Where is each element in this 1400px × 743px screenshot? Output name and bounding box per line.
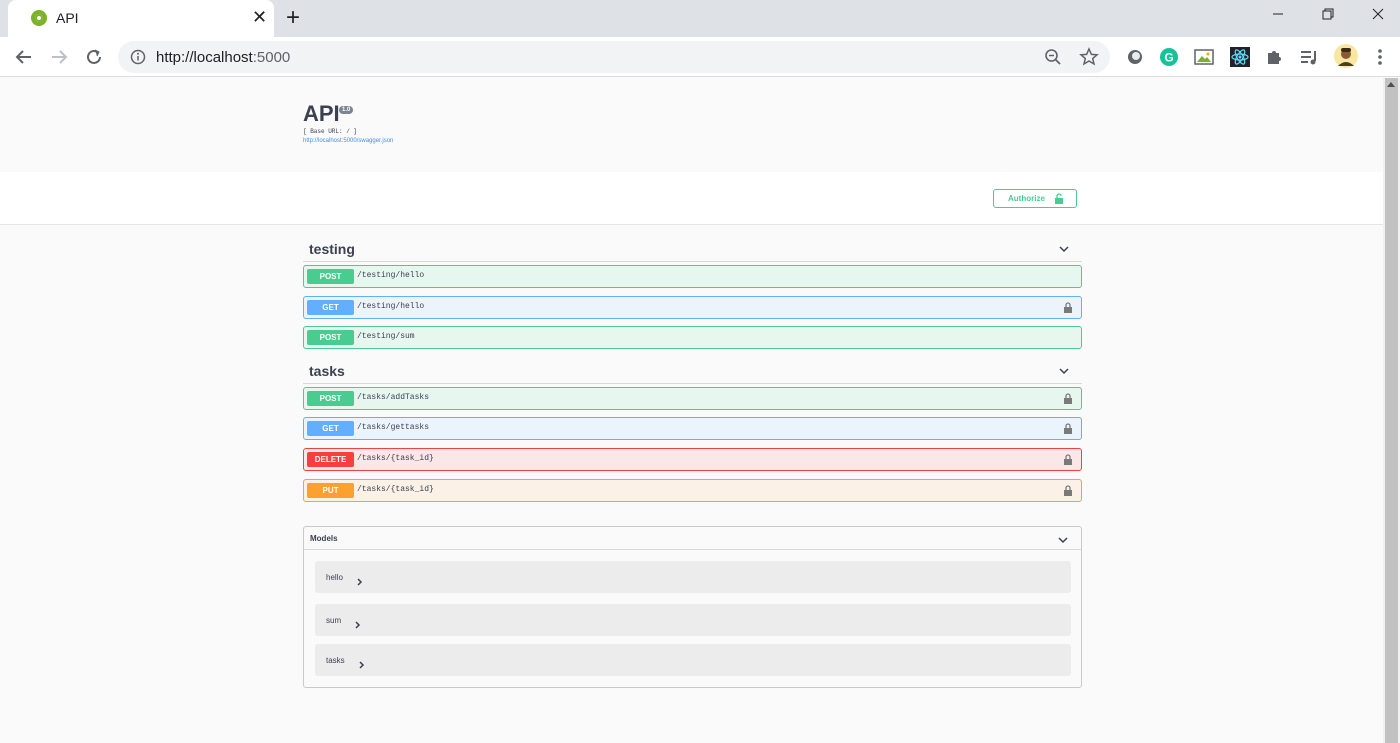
browser-menu-icon[interactable] xyxy=(1370,47,1390,67)
restore-window-icon[interactable] xyxy=(1308,4,1348,28)
close-window-icon[interactable] xyxy=(1358,4,1398,28)
minimize-window-icon[interactable] xyxy=(1258,4,1298,28)
base-url: [ Base URL: / ] xyxy=(303,128,358,135)
url-host: http://localhost xyxy=(156,49,253,66)
operation-path: /tasks/gettasks xyxy=(357,423,430,432)
operation-path: /testing/hello xyxy=(357,271,425,280)
scrollbar-thumb[interactable] xyxy=(1385,78,1398,743)
forward-arrow-icon[interactable] xyxy=(43,41,75,73)
model-name: sum xyxy=(326,616,342,625)
tag-section-tasks[interactable]: tasks xyxy=(303,358,1082,384)
zoom-out-icon[interactable] xyxy=(1044,48,1062,71)
tab-strip: API ✕ + xyxy=(0,0,1400,37)
lock-icon[interactable] xyxy=(1063,453,1073,471)
grammarly-icon[interactable]: G xyxy=(1159,47,1179,67)
extension-circle-icon[interactable] xyxy=(1125,47,1145,67)
operation-get-tasks-gettasks[interactable]: GET /tasks/gettasks xyxy=(303,417,1082,440)
version-badge: 1.0 xyxy=(339,106,354,114)
chevron-down-icon[interactable] xyxy=(1058,364,1070,382)
chevron-down-icon[interactable] xyxy=(1057,533,1069,551)
chevron-down-icon[interactable] xyxy=(1058,242,1070,260)
site-info-icon[interactable] xyxy=(130,49,146,65)
method-badge: DELETE xyxy=(307,452,354,467)
media-control-icon[interactable] xyxy=(1299,47,1319,67)
lock-icon[interactable] xyxy=(1063,392,1073,410)
swagger-json-link[interactable]: http://localhost:5000/swagger.json xyxy=(303,138,394,144)
url-port: :5000 xyxy=(252,49,291,66)
models-title: Models xyxy=(310,534,338,543)
method-badge: POST xyxy=(307,391,354,406)
model-item-hello[interactable]: hello xyxy=(315,561,1071,593)
operation-post-tasks-addtasks[interactable]: POST /tasks/addTasks xyxy=(303,387,1082,410)
authorize-button[interactable]: Authorize xyxy=(993,189,1077,208)
authorize-label: Authorize xyxy=(1008,194,1045,203)
scheme-container: Authorize xyxy=(0,172,1383,225)
model-item-sum[interactable]: sum xyxy=(315,604,1071,636)
operation-path: /tasks/{task_id} xyxy=(357,485,434,494)
api-info: API 1.0 [ Base URL: / ] http://localhost… xyxy=(303,101,393,144)
models-header[interactable]: Models xyxy=(304,527,1081,550)
operation-get-testing-hello[interactable]: GET /testing/hello xyxy=(303,296,1082,319)
lock-icon[interactable] xyxy=(1063,301,1073,319)
chevron-right-icon[interactable] xyxy=(357,573,363,591)
new-tab-icon[interactable]: + xyxy=(286,4,301,31)
operation-post-testing-sum[interactable]: POST /testing/sum xyxy=(303,326,1082,349)
lock-icon[interactable] xyxy=(1063,422,1073,440)
reload-icon[interactable] xyxy=(78,41,110,73)
operation-put-tasks-task-id[interactable]: PUT /tasks/{task_id} xyxy=(303,479,1082,502)
method-badge: GET xyxy=(307,300,354,315)
model-name: hello xyxy=(326,573,343,582)
profile-avatar[interactable] xyxy=(1334,44,1358,68)
api-title: API xyxy=(303,101,340,126)
tab-title: API xyxy=(56,10,79,26)
scroll-up-arrow-icon[interactable] xyxy=(1387,82,1395,87)
method-badge: GET xyxy=(307,421,354,436)
swagger-favicon-icon xyxy=(31,10,47,26)
react-devtools-icon[interactable] xyxy=(1230,47,1250,67)
models-section: Models hello sum tasks xyxy=(303,526,1082,688)
operation-path: /testing/sum xyxy=(357,332,415,341)
method-badge: PUT xyxy=(307,483,354,498)
chevron-right-icon[interactable] xyxy=(355,616,361,634)
tag-name: testing xyxy=(309,241,355,257)
browser-tab[interactable]: API ✕ xyxy=(8,0,274,37)
model-name: tasks xyxy=(326,656,345,665)
unlocked-icon xyxy=(1054,193,1064,206)
lock-icon[interactable] xyxy=(1063,484,1073,502)
page-scrollbar[interactable] xyxy=(1383,78,1400,743)
extensions-puzzle-icon[interactable] xyxy=(1264,47,1284,67)
url-text: http://localhost:5000 xyxy=(156,49,290,66)
chevron-right-icon[interactable] xyxy=(359,656,365,674)
bookmark-star-icon[interactable] xyxy=(1079,47,1099,72)
tab-close-icon[interactable]: ✕ xyxy=(252,7,268,27)
method-badge: POST xyxy=(307,330,354,345)
image-extension-icon[interactable] xyxy=(1194,47,1214,67)
operation-delete-tasks-task-id[interactable]: DELETE /tasks/{task_id} xyxy=(303,448,1082,471)
browser-toolbar: http://localhost:5000 G xyxy=(0,37,1400,77)
model-item-tasks[interactable]: tasks xyxy=(315,644,1071,676)
operation-post-testing-hello[interactable]: POST /testing/hello xyxy=(303,265,1082,288)
operation-path: /tasks/{task_id} xyxy=(357,454,434,463)
svg-text:G: G xyxy=(1164,51,1173,65)
tag-name: tasks xyxy=(309,363,345,379)
tag-section-testing[interactable]: testing xyxy=(303,236,1082,262)
method-badge: POST xyxy=(307,269,354,284)
operation-path: /tasks/addTasks xyxy=(357,393,430,402)
operation-path: /testing/hello xyxy=(357,302,425,311)
address-bar[interactable]: http://localhost:5000 xyxy=(118,41,1110,73)
back-arrow-icon[interactable] xyxy=(8,41,40,73)
